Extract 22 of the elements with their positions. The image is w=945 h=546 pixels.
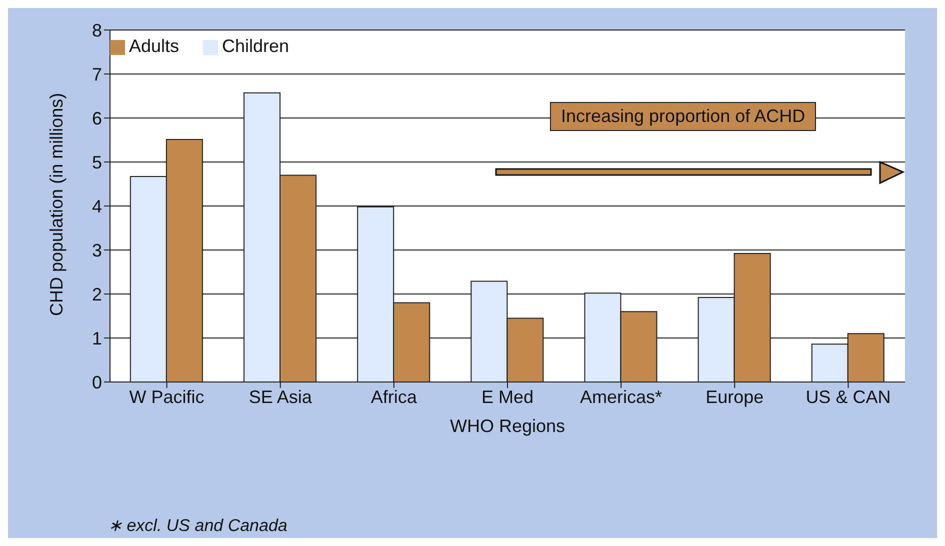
x-tick-label: Africa — [370, 386, 418, 407]
x-tick-label: US & CAN — [806, 386, 891, 407]
y-tick-label: 4 — [92, 196, 102, 216]
x-tick-label: W Pacific — [129, 386, 204, 407]
y-tick-label: 3 — [92, 240, 102, 260]
x-axis-title: WHO Regions — [450, 416, 566, 436]
x-tick-label: Europe — [706, 386, 764, 407]
annotation: Increasing proportion of ACHD — [550, 102, 816, 131]
x-tick-label: Americas* — [580, 386, 662, 407]
y-tick-label: 0 — [92, 372, 102, 392]
y-tick-label: 1 — [92, 328, 102, 348]
text: ∗ excl. US and Canada — [108, 515, 288, 536]
y-tick-label: 5 — [92, 152, 102, 172]
y-tick-label: 7 — [92, 64, 102, 84]
legend-label: Children — [222, 36, 290, 56]
y-tick-label: 6 — [92, 108, 102, 128]
legend-label: Adults — [129, 36, 180, 56]
x-tick-label: E Med — [481, 386, 534, 407]
y-tick-label: 2 — [92, 284, 102, 304]
y-tick-label: 8 — [92, 20, 102, 40]
y-axis-title: CHD population (in millions) — [46, 92, 66, 316]
x-tick-label: SE Asia — [248, 386, 313, 407]
